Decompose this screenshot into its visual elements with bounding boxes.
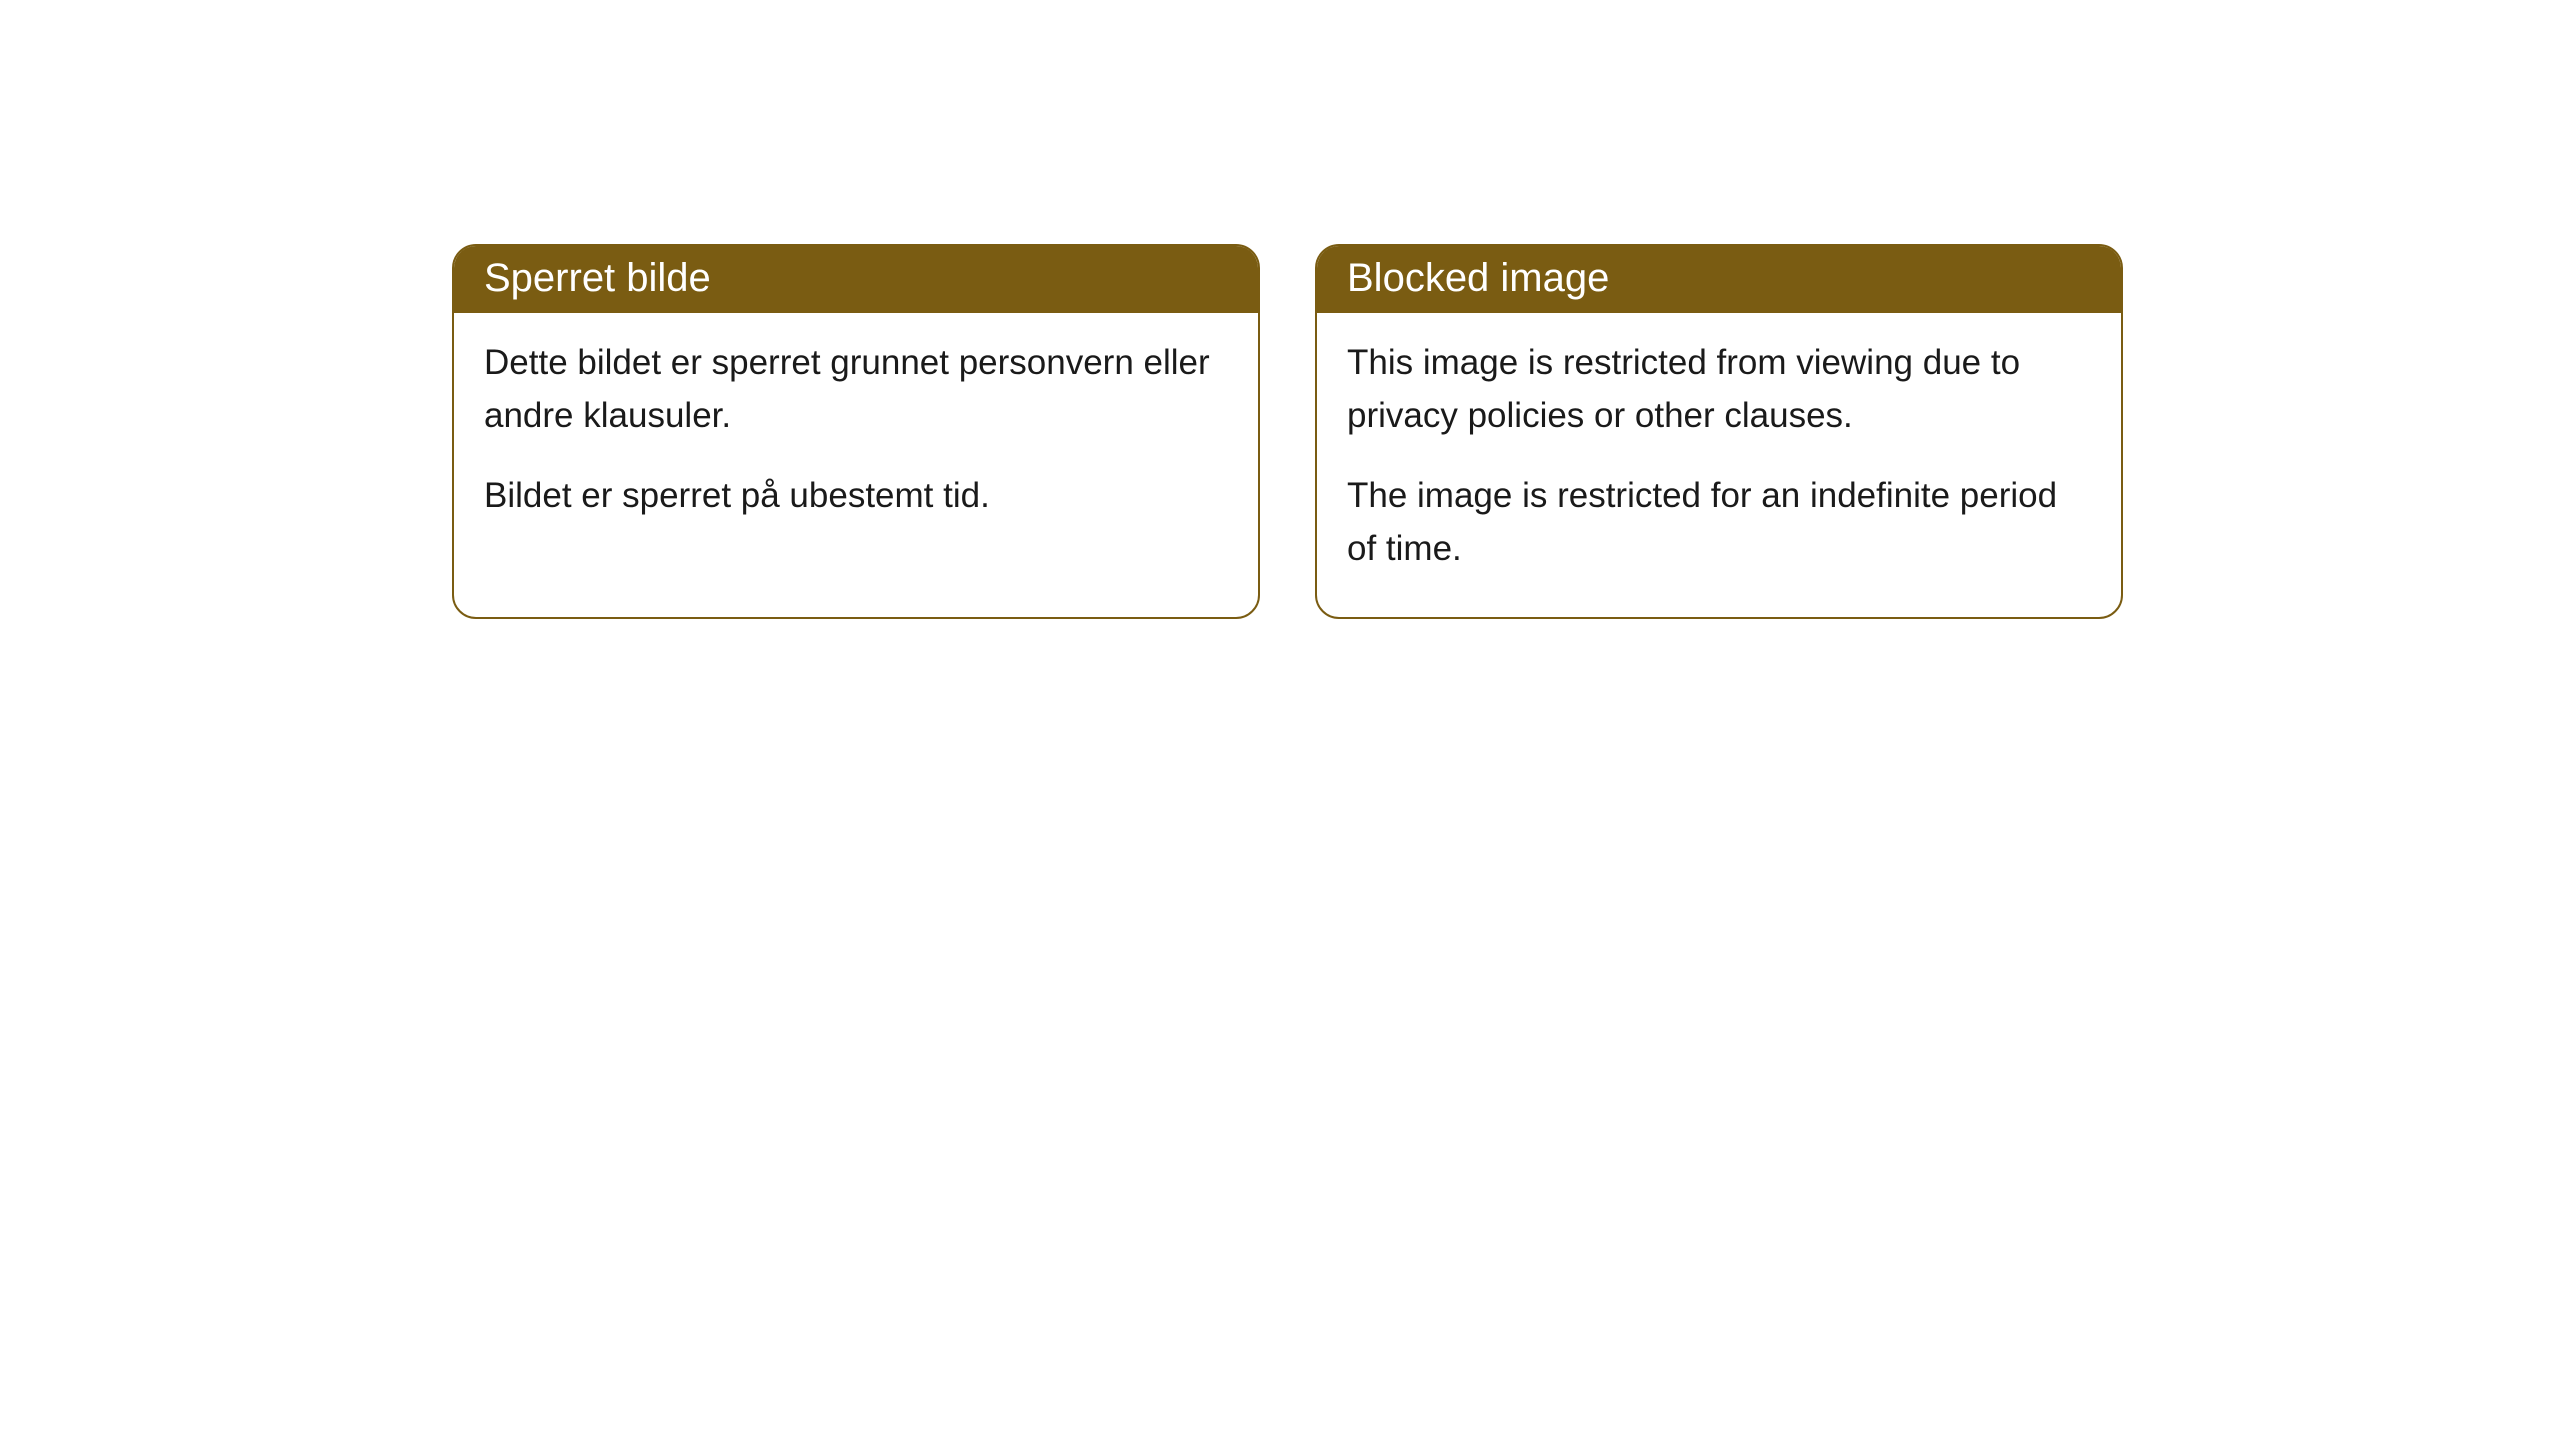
card-body: Dette bildet er sperret grunnet personve… (454, 313, 1258, 565)
notice-card-english: Blocked image This image is restricted f… (1315, 244, 2123, 619)
notice-card-norwegian: Sperret bilde Dette bildet er sperret gr… (452, 244, 1260, 619)
card-header: Sperret bilde (454, 246, 1258, 313)
card-body: This image is restricted from viewing du… (1317, 313, 2121, 617)
notice-paragraph: This image is restricted from viewing du… (1347, 337, 2091, 442)
notice-container: Sperret bilde Dette bildet er sperret gr… (0, 0, 2560, 619)
notice-paragraph: Bildet er sperret på ubestemt tid. (484, 470, 1228, 523)
card-title: Sperret bilde (484, 256, 711, 300)
card-title: Blocked image (1347, 256, 1609, 300)
notice-paragraph: Dette bildet er sperret grunnet personve… (484, 337, 1228, 442)
card-header: Blocked image (1317, 246, 2121, 313)
notice-paragraph: The image is restricted for an indefinit… (1347, 470, 2091, 575)
